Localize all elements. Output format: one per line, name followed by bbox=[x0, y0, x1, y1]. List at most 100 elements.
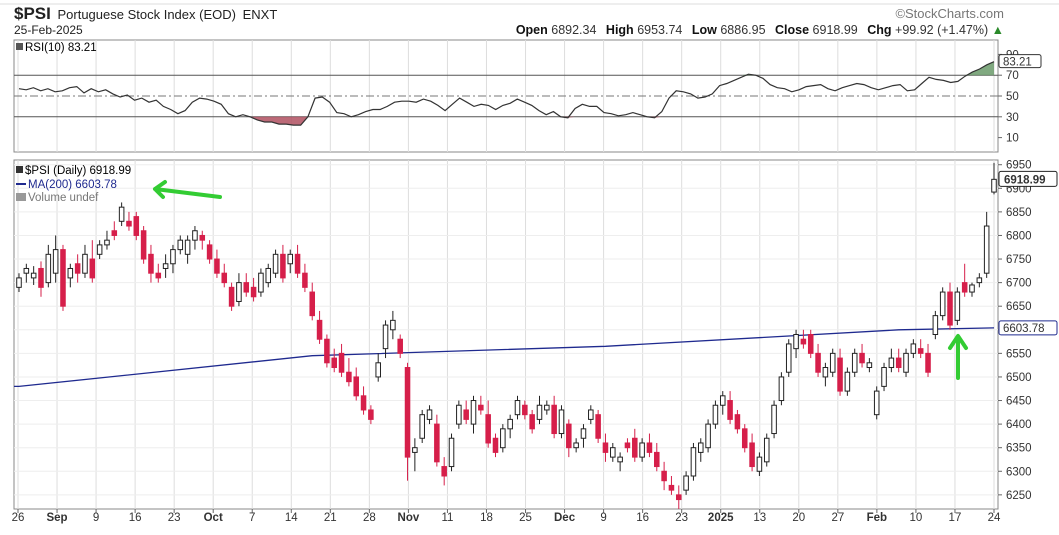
candle-body bbox=[441, 466, 447, 477]
candle-body bbox=[243, 282, 250, 293]
symbol: $PSI bbox=[14, 4, 51, 23]
price-y-tick: 6300 bbox=[1006, 466, 1032, 478]
candle-body bbox=[741, 428, 748, 449]
candle-body bbox=[910, 343, 917, 354]
price-y-tick: 6750 bbox=[1006, 254, 1032, 266]
x-tick-label: 13 bbox=[753, 512, 766, 524]
rsi-current-tag bbox=[998, 54, 1042, 69]
candle-body bbox=[492, 437, 499, 453]
candle-body bbox=[925, 352, 931, 373]
candle-body bbox=[983, 225, 990, 274]
candle-body bbox=[624, 442, 631, 449]
x-tick-label: 27 bbox=[831, 512, 844, 524]
candle-body bbox=[976, 277, 983, 284]
candle-body bbox=[646, 442, 653, 453]
candle-body bbox=[917, 348, 924, 354]
candle-body bbox=[346, 371, 352, 383]
price-y-tick: 6550 bbox=[1006, 348, 1032, 360]
candle-body bbox=[192, 230, 198, 241]
ma-price-tag bbox=[998, 320, 1058, 336]
last-price-tag bbox=[998, 170, 1058, 187]
candle-body bbox=[800, 338, 807, 345]
candle-body bbox=[162, 263, 169, 269]
candle-body bbox=[170, 249, 176, 265]
candle-body bbox=[873, 390, 880, 416]
rsi-current-value: 83.21 bbox=[1003, 57, 1032, 69]
open-label: Open bbox=[515, 23, 548, 37]
candle-body bbox=[566, 423, 572, 449]
candle-body bbox=[558, 409, 565, 435]
x-tick-label: 24 bbox=[988, 512, 1001, 524]
x-tick-label: 20 bbox=[792, 512, 805, 524]
rsi-line bbox=[18, 61, 995, 126]
candle-body bbox=[133, 216, 140, 236]
x-tick-label: 23 bbox=[168, 512, 181, 524]
x-tick-label: 16 bbox=[129, 512, 142, 524]
candle-body bbox=[595, 414, 601, 439]
candle-body bbox=[434, 423, 440, 463]
candle-body bbox=[353, 376, 359, 397]
candle-body bbox=[749, 442, 755, 468]
rsi-y-tick: 70 bbox=[1006, 70, 1019, 82]
high-value: 6953.74 bbox=[637, 23, 683, 37]
candle-body bbox=[580, 428, 587, 439]
candle-body bbox=[265, 267, 272, 284]
brand-logo[interactable]: ©StockCharts.com bbox=[895, 6, 1004, 21]
candle-body bbox=[419, 414, 425, 439]
candle-body bbox=[522, 404, 528, 416]
candle-body bbox=[390, 319, 396, 331]
chg-value: +99.92 (+1.47%) bbox=[895, 23, 989, 37]
ma-price-value: 6603.78 bbox=[1003, 323, 1045, 335]
x-tick-label: Feb bbox=[867, 512, 887, 524]
candle-body bbox=[23, 267, 30, 274]
candle-body bbox=[485, 414, 491, 444]
candle-body bbox=[507, 418, 513, 430]
candle-body bbox=[588, 409, 594, 420]
candle-body bbox=[654, 451, 660, 468]
price-legend-swatch bbox=[16, 166, 23, 173]
candle-body bbox=[895, 357, 902, 369]
candle-body bbox=[456, 404, 462, 425]
candle-body bbox=[954, 291, 961, 321]
candle-body bbox=[52, 249, 59, 274]
x-tick-label: 7 bbox=[249, 512, 255, 524]
candle-body bbox=[771, 404, 777, 435]
candle-body bbox=[632, 437, 638, 458]
price-y-tick: 6650 bbox=[1006, 301, 1032, 313]
candle-body bbox=[837, 357, 843, 392]
candle-body bbox=[104, 239, 110, 246]
candle-body bbox=[573, 442, 579, 449]
x-tick-label: 18 bbox=[480, 512, 493, 524]
candle-body bbox=[184, 239, 191, 255]
candle-body bbox=[426, 409, 433, 420]
candle-body bbox=[793, 334, 799, 350]
left-pointing-arrow-icon bbox=[153, 180, 222, 199]
x-tick-label: 9 bbox=[600, 512, 606, 524]
candle-body bbox=[661, 470, 667, 482]
candle-body bbox=[639, 442, 645, 458]
candle-body bbox=[360, 395, 367, 411]
candle-body bbox=[470, 400, 477, 425]
candle-body bbox=[338, 352, 345, 373]
candle-body bbox=[763, 437, 770, 463]
candle-body bbox=[463, 409, 469, 420]
candle-body bbox=[815, 352, 821, 373]
x-tick-label: 2025 bbox=[708, 512, 734, 524]
candle-body bbox=[866, 362, 873, 369]
candle-body bbox=[617, 456, 623, 463]
chg-label: Chg bbox=[867, 23, 892, 37]
candle-body bbox=[177, 239, 184, 251]
low-label: Low bbox=[691, 23, 717, 37]
candle-body bbox=[228, 286, 235, 307]
candle-body bbox=[60, 249, 66, 307]
rsi-oversold-fill bbox=[250, 116, 662, 126]
ma-legend: MA(200) 6603.78 bbox=[28, 179, 117, 191]
x-tick-label: 28 bbox=[363, 512, 376, 524]
candle-body bbox=[705, 423, 711, 449]
chart-date: 25-Feb-2025 bbox=[14, 23, 83, 37]
candle-body bbox=[30, 272, 37, 279]
candle-body bbox=[397, 338, 403, 354]
rsi-legend: RSI(10) 83.21 bbox=[25, 42, 97, 54]
rsi-overbought-fill bbox=[741, 61, 994, 76]
